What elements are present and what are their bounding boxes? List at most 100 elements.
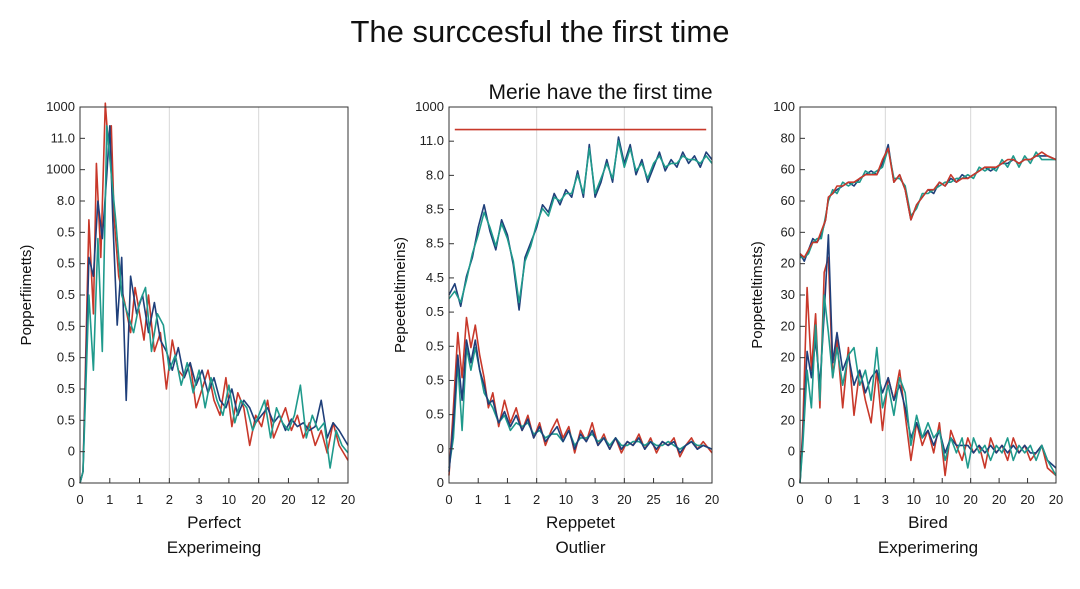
series-line-red xyxy=(79,102,349,484)
y-tick-label: 1000 xyxy=(415,99,444,114)
y-tick-label: 0.5 xyxy=(57,256,75,271)
x-tick-label: 20 xyxy=(251,492,265,507)
y-tick-label: 0.5 xyxy=(426,407,444,422)
x-tick-label: 10 xyxy=(559,492,573,507)
panel-2-grid xyxy=(449,107,712,483)
x-tick-label: 20 xyxy=(1020,492,1034,507)
x-tick-label: 3 xyxy=(591,492,598,507)
x-tick-label: 3 xyxy=(882,492,889,507)
series-line-teal-lower xyxy=(799,294,1057,484)
x-tick-label: 20 xyxy=(1049,492,1063,507)
panel-1-grid xyxy=(80,107,348,483)
plot-background xyxy=(449,107,712,483)
y-tick-label: 0.5 xyxy=(57,412,75,427)
series-line-blue-lower xyxy=(448,339,713,472)
y-tick-label: 0 xyxy=(68,444,75,459)
panel-2-y-ticks: 1000 11.0 8.0 8.5 8.5 4.5 0.5 0.5 0.5 0.5 0 0 xyxy=(415,99,454,490)
y-tick-label: 11.0 xyxy=(420,133,444,148)
x-tick-label: 0 xyxy=(76,492,83,507)
plot-background xyxy=(80,107,348,483)
y-tick-label: 20 xyxy=(781,256,795,271)
x-tick-label: 20 xyxy=(963,492,977,507)
series-line-red-upper xyxy=(799,147,1057,259)
panel-1-series xyxy=(79,102,349,484)
x-tick-label: 2 xyxy=(533,492,540,507)
x-tick-label: 20 xyxy=(992,492,1006,507)
x-tick-label: 20 xyxy=(705,492,719,507)
y-tick-label: 0.5 xyxy=(57,287,75,302)
panel-1-x-axis-label-line2: Experimeing xyxy=(167,538,262,557)
x-tick-label: 1 xyxy=(136,492,143,507)
x-tick-label: 0 xyxy=(445,492,452,507)
y-tick-label: 0 xyxy=(437,475,444,490)
y-tick-label: 0 xyxy=(788,475,795,490)
panel-1-y-axis-label: Popperfiimetts) xyxy=(18,245,35,346)
y-tick-label: 0.5 xyxy=(57,318,75,333)
x-tick-label: 20 xyxy=(617,492,631,507)
series-line-teal-upper xyxy=(448,140,713,304)
x-tick-label: 1 xyxy=(106,492,113,507)
x-tick-label: 20 xyxy=(341,492,355,507)
y-tick-label: 0.5 xyxy=(57,350,75,365)
panel-3-grid xyxy=(800,107,1056,483)
panel-2-y-axis-label: Pepeetteltimeins) xyxy=(392,237,409,353)
panel-1-x-axis-label-line1: Perfect xyxy=(187,513,241,532)
series-line-teal xyxy=(79,125,349,484)
x-tick-label: 3 xyxy=(195,492,202,507)
panel-2-x-axis-label-line2: Outlier xyxy=(555,538,605,557)
y-tick-label: 60 xyxy=(781,224,795,239)
x-tick-label: 0 xyxy=(796,492,803,507)
panel-2-x-ticks: 0 1 1 2 10 3 20 25 16 20 xyxy=(445,478,719,507)
panel-1-y-ticks: 1000 11.0 1000 8.0 0.5 0.5 0.5 0.5 0.5 0.5 0.5 0 0 xyxy=(46,99,85,490)
x-tick-label: 16 xyxy=(676,492,690,507)
y-tick-label: 1000 xyxy=(46,162,75,177)
panel-2-title: Merie have the first time xyxy=(488,81,712,104)
x-tick-label: 10 xyxy=(907,492,921,507)
series-line-blue xyxy=(79,125,349,484)
y-tick-label: 100 xyxy=(773,99,795,114)
main-title: The surccesful the first time xyxy=(350,14,730,49)
y-tick-label: 0 xyxy=(437,441,444,456)
y-tick-label: 20 xyxy=(781,350,795,365)
y-tick-label: 0.5 xyxy=(57,224,75,239)
y-tick-label: 0.5 xyxy=(57,381,75,396)
x-tick-label: 10 xyxy=(222,492,236,507)
y-tick-label: 0 xyxy=(788,444,795,459)
x-tick-label: 10 xyxy=(935,492,949,507)
y-tick-label: 0 xyxy=(68,475,75,490)
series-line-blue-lower xyxy=(799,234,1057,484)
y-tick-label: 8.5 xyxy=(426,202,444,217)
x-tick-label: 1 xyxy=(853,492,860,507)
x-tick-label: 12 xyxy=(311,492,325,507)
x-tick-label: 2 xyxy=(166,492,173,507)
panel-3-y-ticks: 100 80 60 60 60 20 30 20 20 20 20 0 0 xyxy=(773,99,805,490)
panel-3-x-axis-label-line1: Bired xyxy=(908,513,948,532)
y-tick-label: 20 xyxy=(781,412,795,427)
x-tick-label: 20 xyxy=(281,492,295,507)
y-tick-label: 80 xyxy=(781,130,795,145)
y-tick-label: 20 xyxy=(781,318,795,333)
y-tick-label: 0.5 xyxy=(426,338,444,353)
y-tick-label: 20 xyxy=(781,381,795,396)
y-tick-label: 8.5 xyxy=(426,236,444,251)
x-tick-label: 0 xyxy=(825,492,832,507)
y-tick-label: 0.5 xyxy=(426,304,444,319)
panel-3-series xyxy=(799,143,1057,484)
panel-3-y-axis-label: Poppetteltimsts) xyxy=(749,241,766,349)
plot-background xyxy=(800,107,1056,483)
x-tick-label: 1 xyxy=(504,492,511,507)
y-tick-label: 30 xyxy=(781,287,795,302)
y-tick-label: 11.0 xyxy=(51,130,75,145)
y-tick-label: 1000 xyxy=(46,99,75,114)
y-tick-label: 60 xyxy=(781,193,795,208)
x-tick-label: 25 xyxy=(646,492,660,507)
x-tick-label: 1 xyxy=(475,492,482,507)
y-tick-label: 8.0 xyxy=(57,193,75,208)
y-tick-label: 0.5 xyxy=(426,372,444,387)
panel-2-frame xyxy=(448,106,713,484)
y-tick-label: 60 xyxy=(781,162,795,177)
y-tick-label: 8.0 xyxy=(426,167,444,182)
